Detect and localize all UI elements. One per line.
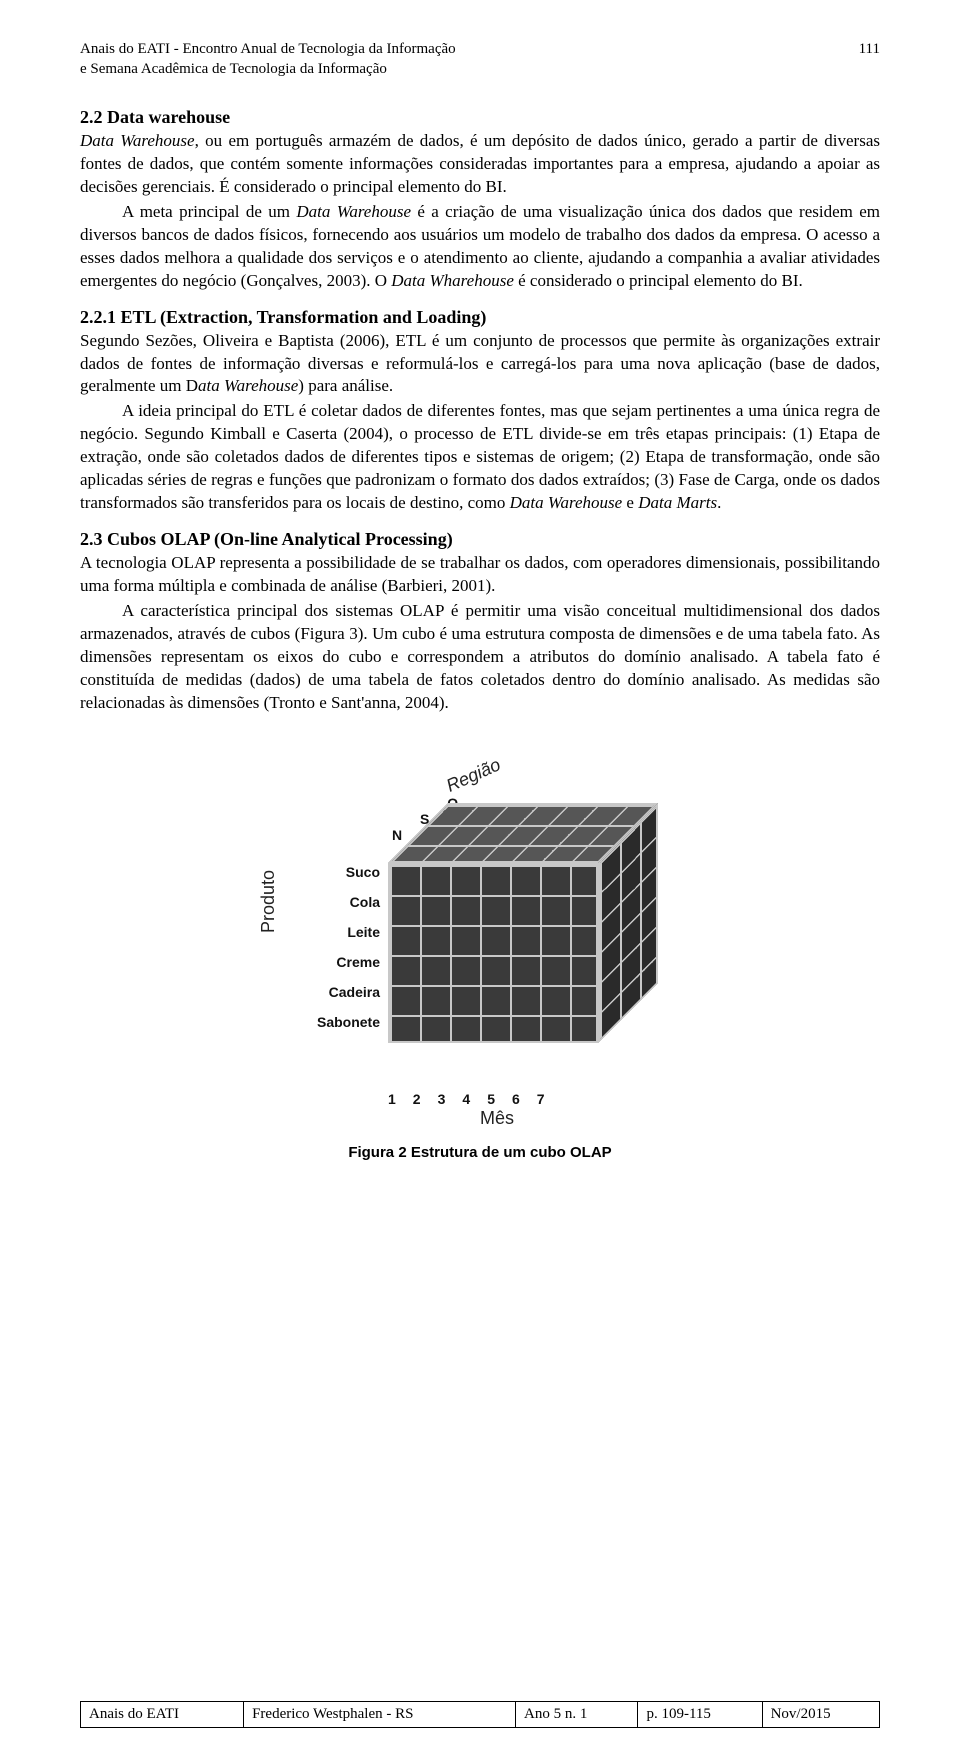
figure-olap-cube: Produto Região Mês N S O Suco Cola Leite… [80, 743, 880, 1161]
section-2-3-p2: A característica principal dos sistemas … [80, 600, 880, 715]
axis-label-produto: Produto [258, 870, 279, 933]
page-header: Anais do EATI - Encontro Anual de Tecnol… [80, 40, 880, 79]
mes-ticks: 1234567 [388, 1091, 562, 1107]
cube-shape [388, 843, 598, 1033]
footer-c3: Ano 5 n. 1 [516, 1702, 638, 1728]
section-2-2-1-title: 2.2.1 ETL (Extraction, Transformation an… [80, 307, 880, 328]
header-title: Anais do EATI - Encontro Anual de Tecnol… [80, 40, 456, 79]
table-row: Anais do EATI Frederico Westphalen - RS … [81, 1702, 880, 1728]
section-2-2-1-p1: Segundo Sezões, Oliveira e Baptista (200… [80, 330, 880, 399]
section-2-2-p1: Data Warehouse, ou em português armazém … [80, 130, 880, 199]
page: Anais do EATI - Encontro Anual de Tecnol… [0, 0, 960, 1754]
produto-ticks: Suco Cola Leite Creme Cadeira Sabonete [310, 857, 380, 1037]
header-line2: e Semana Acadêmica de Tecnologia da Info… [80, 60, 456, 80]
section-2-3-p1: A tecnologia OLAP representa a possibili… [80, 552, 880, 598]
dw-term: Data Warehouse [80, 131, 195, 150]
regiao-ticks: N S O [392, 801, 430, 817]
section-2-3-title: 2.3 Cubos OLAP (On-line Analytical Proce… [80, 529, 880, 550]
axis-label-mes: Mês [480, 1108, 514, 1129]
cube-diagram: Produto Região Mês N S O Suco Cola Leite… [270, 743, 690, 1123]
page-number: 111 [859, 40, 880, 79]
header-line1: Anais do EATI - Encontro Anual de Tecnol… [80, 40, 456, 60]
footer-c4: p. 109-115 [638, 1702, 762, 1728]
footer-c1: Anais do EATI [81, 1702, 244, 1728]
footer-c2: Frederico Westphalen - RS [244, 1702, 516, 1728]
section-2-2-p2: A meta principal de um Data Warehouse é … [80, 201, 880, 293]
cube-front-face [388, 863, 598, 1043]
footer-table: Anais do EATI Frederico Westphalen - RS … [80, 1701, 880, 1728]
footer-c5: Nov/2015 [762, 1702, 879, 1728]
page-footer: Anais do EATI Frederico Westphalen - RS … [80, 1701, 880, 1728]
section-2-2-1-p2: A ideia principal do ETL é coletar dados… [80, 400, 880, 515]
axis-label-regiao: Região [443, 754, 504, 796]
section-2-2-title: 2.2 Data warehouse [80, 107, 880, 128]
figure-caption: Figura 2 Estrutura de um cubo OLAP [80, 1144, 880, 1161]
